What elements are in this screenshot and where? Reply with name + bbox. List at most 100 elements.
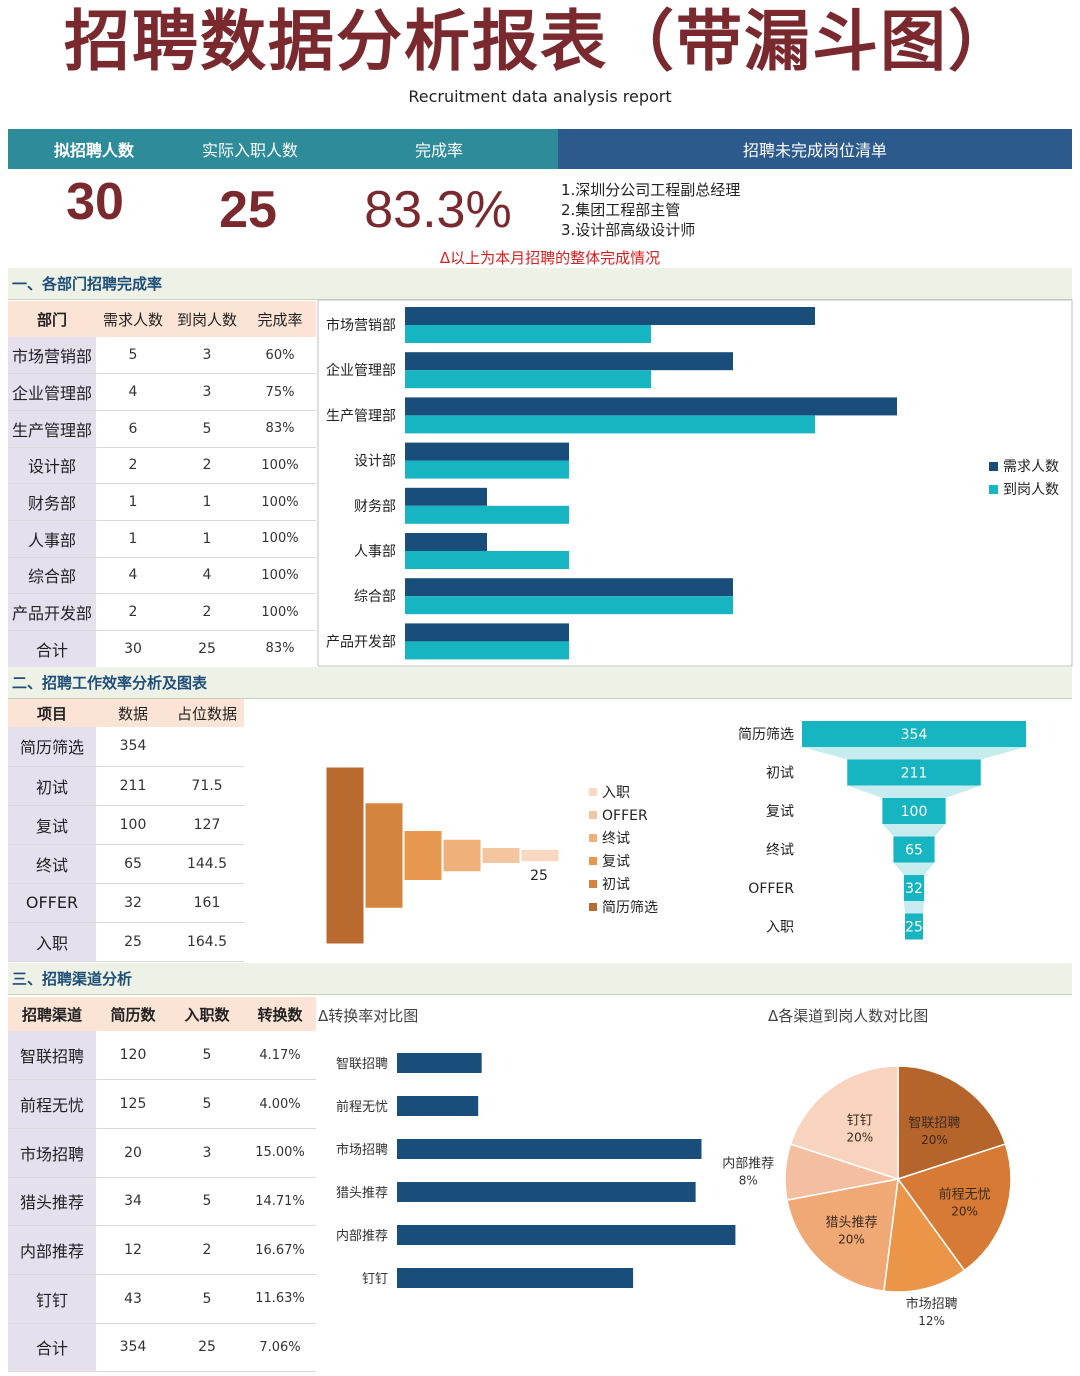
row-label: 市场营销部 [8,337,96,375]
table-row: 初试 211 71.5 [8,766,244,806]
table-row: 生产管理部 6 5 83% [8,410,316,448]
table-cell: 144.5 [170,844,244,884]
col-header: 到岗人数 [170,301,244,337]
col-header: 需求人数 [96,301,170,337]
row-label: 内部推荐 [8,1225,96,1275]
table-row: 前程无忧 125 5 4.00% [8,1079,316,1129]
pie-slice [896,1143,1012,1272]
legend-swatch [589,857,597,865]
pie-slice [789,1065,899,1181]
bar [397,1268,634,1288]
pending-label: 招聘未完成岗位清单 [558,129,1072,169]
table-row: 财务部 1 1 100% [8,483,316,521]
table-cell: 100% [244,557,316,595]
waterfall-bar [403,830,443,881]
table-row: 人事部 1 1 100% [8,520,316,558]
bar [405,460,569,479]
slice-percent: 20% [846,1130,873,1144]
funnel-chart: 354 简历筛选 211 初试 100 复试 65 终试 32 OFFER 25 入职 [738,721,1026,940]
hired-value: 25 [219,181,277,239]
pie-slice [897,1065,1007,1181]
table-cell: 100% [244,483,316,521]
legend-label: 终试 [602,831,630,847]
category-label: 前程无忧 [336,1099,388,1115]
pie-slice [786,1178,899,1292]
category-label: 入职 [766,920,794,936]
category-label: 猎头推荐 [336,1186,388,1201]
legend-swatch [589,788,597,796]
bar [405,352,733,371]
table-row: 企业管理部 4 3 75% [8,373,316,411]
legend-label: 初试 [602,876,630,893]
channel-table: 招聘渠道 简历数 入职数 转换数 智联招聘 120 5 4.17% 前程无忧 125 5 4.… [8,997,316,1373]
data-label: 32 [905,881,923,897]
table-row: 入职 25 164.5 [8,922,244,962]
legend-swatch [989,485,998,494]
category-label: 终试 [766,843,794,859]
row-label: 简历筛选 [8,727,96,767]
legend-swatch [589,903,597,911]
bar [405,641,569,660]
col-header: 简历数 [96,997,170,1031]
table-cell: 120 [96,1031,170,1081]
section3-title: 三、招聘渠道分析 [8,963,1072,995]
table-cell: 5 [170,1177,244,1227]
data-label: 25 [905,920,923,936]
table-cell: 43 [96,1274,170,1324]
table-cell: 5 [170,410,244,448]
table-cell: 2 [170,447,244,485]
table-cell: 65 [96,844,170,884]
table-cell: 3 [170,373,244,411]
table-cell: 16.67% [244,1225,316,1275]
bar [405,397,897,416]
table-cell: 5 [170,1274,244,1324]
legend-label: 入职 [602,785,630,801]
table-cell: 211 [96,766,170,806]
row-label: 产品开发部 [8,593,96,631]
dept-table: 部门 需求人数 到岗人数 完成率 市场营销部 5 3 60% 企业管理部 4 3 75% 生产管… [8,301,316,668]
category-label: 钉钉 [362,1272,388,1287]
col-header: 入职数 [170,997,244,1031]
funnel-bar [905,913,923,940]
data-label: 65 [905,843,923,859]
category-label: 市场招聘 [336,1142,388,1158]
table-row: 市场营销部 5 3 60% [8,337,316,375]
data-label: 354 [901,727,928,743]
bar [397,1182,696,1202]
funnel-bar [882,798,946,824]
funnel-bar [903,875,925,901]
table-cell: 4 [170,557,244,595]
bar [405,442,569,461]
table-cell: 100 [96,805,170,845]
col-header: 转换数 [244,997,316,1031]
waterfall-bar [442,838,482,873]
bar [405,487,487,506]
table-cell: 354 [96,1323,170,1373]
pie-chart-caption: Δ各渠道到岗人数对比图 [768,1007,929,1025]
table-row: 简历筛选 354 [8,727,244,767]
rate-label: 完成率 [320,129,558,169]
table-cell: 71.5 [170,766,244,806]
bar [405,578,733,597]
rate-value: 83.3% [364,181,512,239]
table-cell: 6 [96,410,170,448]
category-label: 设计部 [354,454,396,470]
waterfall-bar [481,847,521,864]
table-cell: 100% [244,447,316,485]
funnel-connector [893,862,935,875]
row-label: 合计 [8,630,96,668]
data-label: 25 [530,868,548,884]
col-header: 完成率 [244,301,316,337]
table-row: 合计 354 25 7.06% [8,1323,316,1373]
funnel-bar [893,836,935,863]
legend-swatch [589,811,597,819]
kpi-header-bar: 拟招聘人数 实际入职人数 完成率 招聘未完成岗位清单 [8,129,1072,169]
table-cell: 5 [96,337,170,375]
table-cell [170,727,244,767]
slice-label: 钉钉 [847,1113,873,1128]
row-label: 企业管理部 [8,373,96,411]
bar [405,505,569,524]
funnel-connector [882,824,946,837]
